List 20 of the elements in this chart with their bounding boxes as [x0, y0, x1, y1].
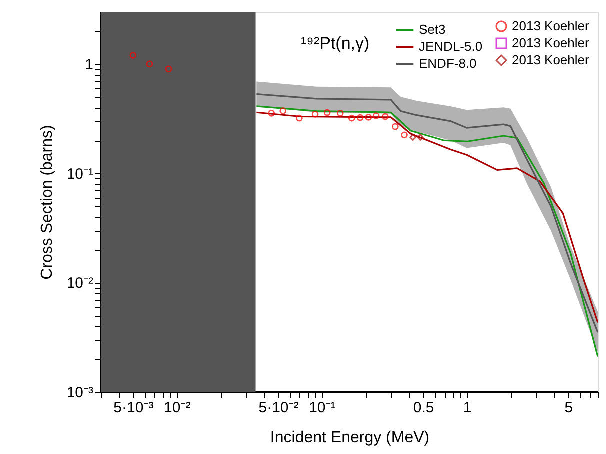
x-tick-label: 5·10⁻³ — [114, 400, 154, 416]
x-tick-label: 0.5 — [413, 400, 434, 416]
legend-label: 2013 Koehler — [512, 18, 590, 34]
x-axis-title: Incident Energy (MeV) — [270, 430, 430, 446]
legend-label: 2013 Koehler — [512, 52, 590, 68]
text: ¹⁹²Pt(n,γ) — [301, 34, 370, 53]
x-tick-label: 10⁻² — [164, 400, 191, 416]
legend-label: ENDF-8.0 — [419, 56, 477, 71]
legend-label: Set3 — [419, 22, 446, 37]
y-tick-label: 10⁻² — [66, 275, 94, 292]
x-tick-label: 1 — [463, 400, 472, 416]
legend-label: 2013 Koehler — [512, 36, 590, 50]
y-tick-label: 10⁻³ — [66, 384, 94, 402]
y-tick-label: 10⁻¹ — [66, 166, 94, 183]
y-axis-title: Cross Section (barns) — [38, 125, 56, 280]
x-tick-label: 5·10⁻² — [258, 400, 299, 416]
x-tick-label: 10⁻¹ — [309, 400, 336, 416]
y-tick-label: 1 — [85, 56, 94, 74]
legend-label: JENDL-5.0 — [419, 39, 483, 54]
x-tick-label: 5 — [564, 400, 574, 416]
